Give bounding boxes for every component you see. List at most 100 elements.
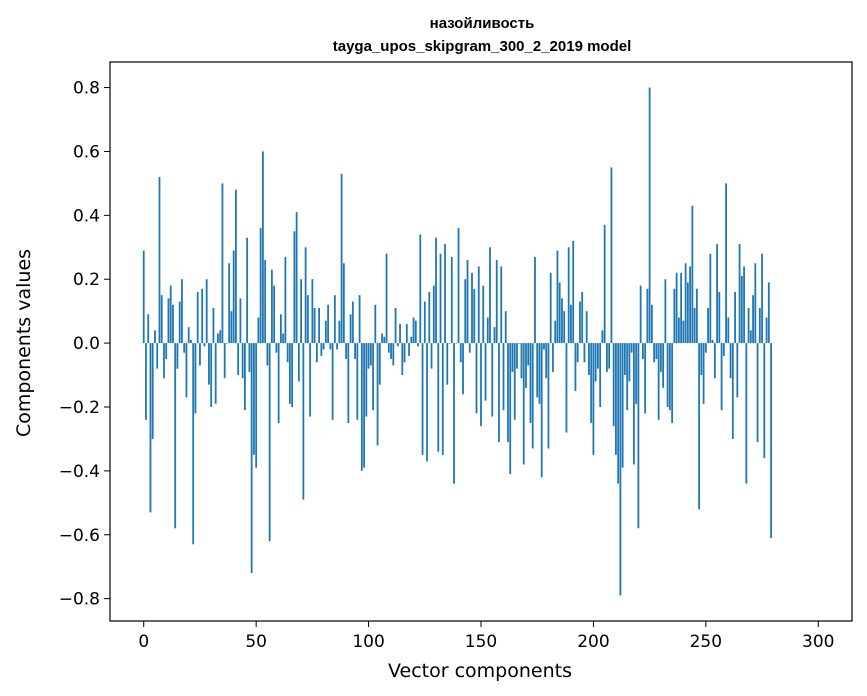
bars-group	[142, 87, 772, 596]
bar	[549, 272, 552, 344]
bar	[387, 343, 390, 353]
bar	[235, 189, 237, 344]
bar	[212, 307, 215, 344]
bar	[378, 343, 381, 385]
bar	[740, 276, 743, 344]
bar	[594, 343, 597, 382]
bar	[471, 272, 473, 344]
bar	[743, 266, 745, 344]
bar	[538, 343, 541, 404]
chart-title-line-2: tayga_upos_skipgram_300_2_2019 model	[333, 38, 632, 55]
bar	[268, 343, 271, 542]
bar	[482, 285, 485, 344]
bar	[495, 260, 498, 344]
bar	[659, 343, 662, 372]
bar	[230, 311, 233, 344]
bar	[156, 343, 159, 369]
bar	[639, 285, 642, 344]
bar	[689, 266, 692, 344]
bar	[507, 343, 509, 443]
bar	[455, 343, 458, 344]
bar	[473, 288, 476, 344]
bar	[223, 343, 226, 379]
bar	[221, 183, 224, 344]
bar	[599, 343, 602, 407]
bar	[540, 343, 543, 478]
y-tick-label: −0.2	[59, 398, 100, 418]
bar	[592, 343, 595, 455]
bar	[277, 343, 280, 423]
bar	[279, 314, 282, 344]
bar	[374, 304, 377, 344]
bar	[311, 279, 314, 344]
bar	[448, 343, 451, 344]
bar	[367, 343, 370, 369]
bar	[208, 343, 210, 385]
bar	[226, 343, 228, 344]
bar	[381, 333, 383, 344]
bar	[365, 343, 368, 417]
bar	[201, 288, 204, 344]
bar	[187, 327, 190, 344]
bar	[558, 282, 561, 344]
bar	[336, 343, 338, 350]
bar	[554, 320, 557, 344]
bar	[628, 343, 631, 382]
y-tick-label: 0.4	[73, 206, 100, 226]
bar	[662, 343, 665, 388]
bar	[612, 343, 615, 427]
bar	[210, 343, 213, 407]
bar	[358, 295, 361, 344]
bar	[527, 343, 530, 366]
bar	[217, 333, 219, 344]
bar	[729, 343, 732, 379]
bar	[624, 343, 626, 376]
bar	[408, 343, 410, 356]
bar	[493, 327, 496, 344]
bar	[459, 343, 462, 363]
bar	[504, 311, 507, 344]
bar	[309, 343, 312, 417]
bar	[347, 343, 350, 423]
bar	[264, 260, 267, 344]
bar	[731, 343, 734, 439]
y-tick-label: −0.4	[59, 462, 100, 482]
bar	[457, 228, 460, 344]
y-tick-label: 0.6	[73, 142, 100, 162]
bar	[502, 343, 505, 411]
x-tick-label: 300	[802, 632, 834, 652]
bar	[522, 343, 525, 465]
bar	[579, 301, 581, 344]
bar	[253, 343, 255, 455]
bar	[581, 291, 584, 344]
bar	[356, 343, 359, 420]
bar	[680, 272, 683, 344]
bar	[484, 343, 487, 401]
bar	[286, 343, 289, 363]
bar	[199, 343, 201, 366]
bar	[536, 343, 539, 398]
bar	[349, 314, 352, 344]
bar	[248, 343, 251, 372]
bar	[621, 343, 624, 468]
bar	[291, 343, 294, 407]
bar	[489, 247, 491, 344]
bar	[259, 228, 262, 344]
bar	[446, 343, 449, 385]
bar	[585, 311, 588, 344]
y-tick-label: 0.2	[73, 270, 100, 290]
bar	[632, 343, 635, 465]
bar	[228, 263, 231, 344]
bar	[752, 295, 754, 344]
bar	[302, 343, 305, 500]
y-tick-label: 0.0	[73, 334, 100, 354]
bar	[666, 343, 669, 407]
bar	[738, 244, 741, 344]
bar	[722, 343, 725, 356]
bar	[671, 343, 674, 423]
bar	[149, 343, 152, 513]
bar	[770, 343, 772, 538]
x-tick-label: 200	[577, 632, 609, 652]
bar	[641, 343, 644, 360]
bar	[464, 279, 467, 344]
